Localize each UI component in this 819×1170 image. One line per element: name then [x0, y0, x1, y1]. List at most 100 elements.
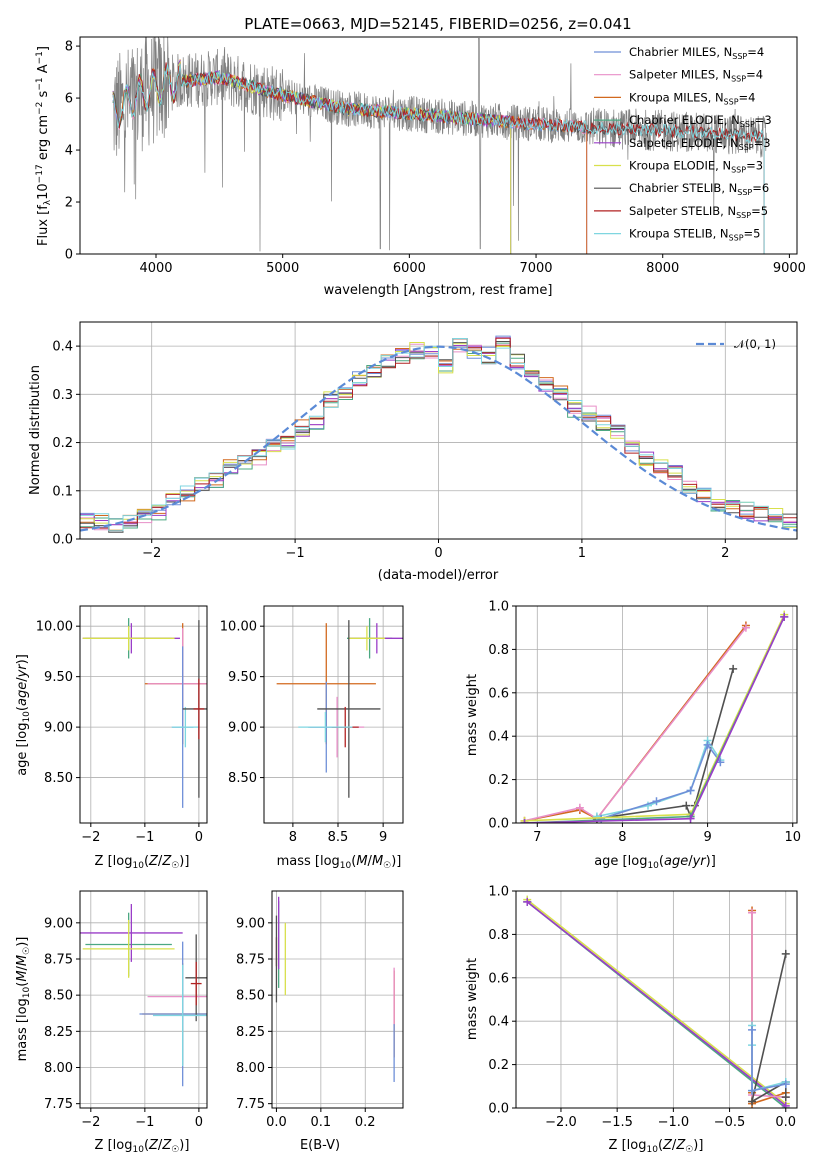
plot-area: [523, 895, 790, 1108]
y-tick-label: 8.25: [236, 1025, 265, 1040]
weight-marker: [781, 1093, 790, 1102]
x-tick-label: 1: [578, 546, 586, 561]
error-point: [317, 620, 381, 798]
x-tick-label: 9000: [773, 261, 806, 276]
weight-marker: [703, 740, 712, 749]
y-tick-label: 0.2: [52, 436, 73, 451]
x-tick-label: 9: [703, 830, 711, 845]
error-point: [298, 711, 353, 743]
x-tick-label: 0: [195, 1115, 203, 1130]
y-tick-label: 9.50: [44, 670, 73, 685]
axes-frame: [263, 605, 404, 824]
spectrum-axes: 4000 5000 6000 7000 8000 9000 0 2 4 6 8 Chabrier MI…: [65, 36, 806, 276]
y-tick-label: 8.00: [44, 1061, 73, 1076]
y-tick-label: 8.50: [44, 989, 73, 1004]
y-tick-label: 0.2: [488, 773, 509, 788]
error-point: [193, 678, 205, 740]
y-tick-label: 8.50: [236, 989, 265, 1004]
weight-marker: [520, 819, 529, 823]
x-tick-label: 5000: [266, 261, 299, 276]
y-tick-label: 0.2: [488, 1058, 509, 1073]
y-tick-label: 9.00: [44, 721, 73, 736]
x-tick-label: 4000: [139, 261, 172, 276]
error-point: [80, 904, 183, 962]
weight-marker: [575, 803, 584, 812]
weight-line-kroupa-elodie: [526, 899, 787, 1105]
plot-area: [275, 896, 395, 1082]
weight-marker: [781, 1101, 790, 1108]
weight-marker: [716, 758, 725, 767]
y-tick-label: 8.00: [236, 1061, 265, 1076]
x-tick-label: −1: [135, 1115, 154, 1130]
y-tick-label: 0.0: [52, 533, 73, 548]
x-tick-label: 8.5: [328, 830, 349, 845]
y-tick-label: 1.0: [488, 885, 509, 900]
legend-label: Salpeter MILES, NSSP=4: [629, 68, 763, 84]
z-mass-axes: −2 −1 0 7.75 8.00 8.25 8.50 8.75 9.00: [44, 890, 208, 1130]
x-tick-label: −2: [81, 830, 100, 845]
x-tick-label: 6000: [393, 261, 426, 276]
zw-ylabel: mass weight: [465, 958, 480, 1040]
x-tick-label: 8000: [646, 261, 679, 276]
x-tick-label: −1.5: [601, 1115, 633, 1130]
legend-label: Salpeter ELODIE, NSSP=3: [629, 136, 771, 152]
y-tick-label: 0.0: [488, 1102, 509, 1117]
x-tick-label: −2: [81, 1115, 100, 1130]
legend-label: Chabrier STELIB, NSSP=6: [629, 181, 769, 197]
weight-marker: [729, 664, 738, 673]
y-tick-label: 6: [65, 92, 73, 107]
y-tick-label: 0.8: [488, 928, 509, 943]
y-tick-label: 9.00: [228, 721, 257, 736]
weight-marker: [592, 812, 601, 821]
x-tick-label: 8: [618, 830, 626, 845]
x-tick-label: 0.2: [355, 1115, 376, 1130]
weight-marker: [748, 1086, 757, 1095]
x-tick-label: −2.0: [545, 1115, 577, 1130]
y-tick-label: 0.6: [488, 971, 509, 986]
z-age-axes: −2 −1 0 8.50 9.00 9.50 10.00: [36, 605, 208, 845]
model-kroupa-stelib: [112, 63, 765, 254]
axes-frame: [271, 890, 404, 1109]
x-tick-label: −0.5: [714, 1115, 746, 1130]
weight-marker: [686, 786, 695, 795]
x-tick-label: −1.0: [658, 1115, 690, 1130]
weight-marker: [781, 949, 790, 958]
ebv-mass-axes: 0.0 0.1 0.2 7.75 8.00 8.25 8.50 8.75 9.00: [236, 890, 404, 1130]
spectrum-ylabel: Flux [fλ10−17 erg cm−2 s−1 A−1]: [35, 46, 53, 246]
x-tick-label: 2: [721, 546, 729, 561]
x-tick-label: 0.1: [311, 1115, 332, 1130]
y-tick-label: 8.50: [228, 771, 257, 786]
y-tick-label: 1.0: [488, 600, 509, 615]
error-point: [171, 706, 199, 748]
y-tick-label: 0.4: [52, 340, 73, 355]
ebvmass-xlabel: E(B-V): [300, 1138, 340, 1153]
mass-age-axes: 8 8.5 9 8.50 9.00 9.50 10.00: [220, 605, 404, 845]
weight-marker: [741, 623, 750, 632]
agew-ylabel: mass weight: [465, 674, 480, 756]
axes-frame: [515, 890, 798, 1109]
age-weight-axes: 7 8 9 10 0.0 0.2 0.4 0.6 0.8 1.0: [488, 600, 801, 846]
axes-frame: [79, 36, 798, 255]
y-tick-label: 10.00: [36, 620, 73, 635]
weight-line-salpeter-elodie: [526, 901, 787, 1107]
x-tick-label: 10: [784, 830, 801, 845]
legend-label: Chabrier MILES, NSSP=4: [629, 45, 764, 61]
x-tick-label: 0.0: [775, 1115, 796, 1130]
error-point: [348, 626, 385, 651]
zmass-ylabel: mass [log10(M/M☉)]: [15, 937, 32, 1062]
plot-area: [80, 335, 797, 533]
error-point: [190, 961, 202, 1006]
x-tick-label: 0: [195, 830, 203, 845]
histogram-step: [80, 338, 797, 532]
y-tick-label: 10.00: [220, 620, 257, 635]
y-tick-label: 9.00: [44, 916, 73, 931]
spectrum-title: PLATE=0663, MJD=52145, FIBERID=0256, z=0…: [244, 15, 631, 33]
y-tick-label: 7.75: [44, 1097, 73, 1112]
error-point: [82, 626, 175, 651]
plot-area: [82, 618, 207, 808]
residual-xlabel: (data-model)/error: [378, 568, 499, 583]
y-tick-label: 0.6: [488, 686, 509, 701]
y-tick-label: 0.1: [52, 484, 73, 499]
axes-frame: [79, 605, 208, 824]
